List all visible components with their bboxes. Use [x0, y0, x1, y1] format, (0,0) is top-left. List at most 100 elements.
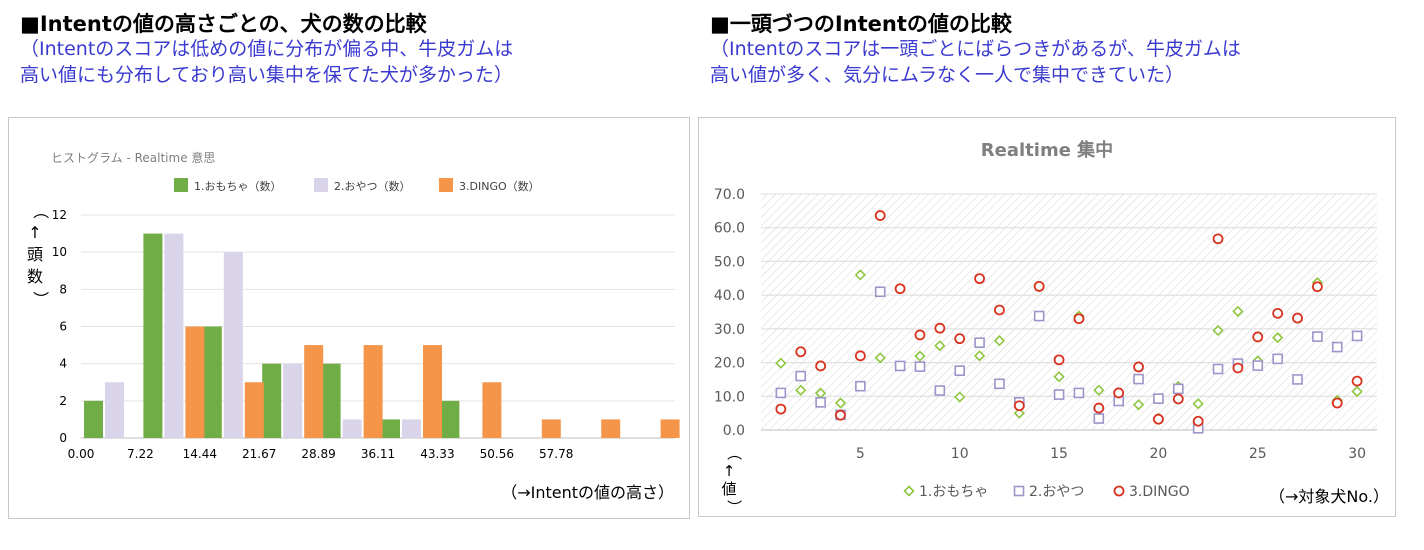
scatter-point: [1212, 233, 1224, 245]
histogram-bar: [440, 400, 460, 438]
scatter-point: [1252, 360, 1264, 371]
scatter-point: [815, 360, 827, 372]
scatter-point: [874, 210, 886, 221]
scatter-point: [1053, 371, 1065, 383]
scatter-points: [775, 210, 1363, 434]
scatter-point: [815, 397, 826, 408]
scatter-point: [994, 304, 1005, 316]
histogram-legend: 1.おもちゃ（数） 2.おやつ（数） 3.DINGO（数）: [174, 178, 540, 193]
scatter-point: [1252, 331, 1264, 343]
scatter-point: [1073, 313, 1085, 325]
histogram-bar: [164, 233, 184, 438]
scatter-point: [1232, 305, 1244, 317]
scatter-point: [974, 337, 985, 348]
y-label-char: ）: [31, 291, 50, 307]
scatter-point: [1331, 341, 1343, 353]
histogram-bar: [482, 382, 502, 438]
scatter-point: [795, 370, 807, 382]
scatter-point: [1133, 361, 1144, 373]
scatter-point: [1292, 374, 1303, 385]
scatter-point: [1212, 324, 1224, 337]
legend-label: 3.DINGO（数）: [459, 180, 540, 193]
histogram-x-axis-label: （→Intentの値の高さ）: [501, 483, 674, 502]
y-label-char: （: [31, 203, 50, 219]
scatter-panel: Realtime 集中 0.0 10.0 20.0 30.0 40.0 50.0 60.0 7…: [698, 117, 1396, 517]
scatter-point: [775, 357, 787, 369]
histogram-bar: [541, 419, 561, 438]
y-label-char: ）: [725, 499, 743, 514]
histogram-y-tick: 10: [52, 245, 67, 259]
histogram-bars: [84, 233, 680, 438]
scatter-y-tick: 70.0: [714, 187, 745, 203]
scatter-y-tick: 10.0: [714, 389, 745, 405]
histogram-bar: [105, 382, 124, 438]
scatter-point: [775, 403, 787, 415]
left-subtitle-line2: 高い値にも分布しており高い集中を保てた犬が多かった）: [20, 64, 513, 86]
scatter-point: [934, 385, 946, 396]
scatter-x-tick: 15: [1050, 446, 1068, 462]
legend-swatch: [314, 178, 328, 192]
scatter-point: [1132, 399, 1145, 411]
scatter-x-tick: 30: [1348, 446, 1366, 462]
legend-label: 2.おやつ: [1029, 484, 1084, 500]
legend-label: 1.おもちゃ: [919, 484, 988, 500]
scatter-point: [1232, 362, 1244, 374]
histogram-tick-labels: 0 2 4 6 8 10 12 0.00 7.22 14.44 21.67 28.89 36.11 43.…: [52, 208, 574, 461]
scatter-point: [973, 350, 986, 362]
scatter-point: [1351, 385, 1363, 398]
scatter-chart: Realtime 集中 0.0 10.0 20.0 30.0 40.0 50.0 60.0 7…: [714, 139, 1389, 515]
histogram-bar: [185, 326, 205, 438]
histogram-bar: [84, 400, 103, 438]
scatter-point: [903, 485, 915, 497]
histogram-y-tick: 4: [59, 357, 67, 371]
histogram-bar: [423, 345, 442, 438]
y-label-char: ↑: [723, 462, 736, 480]
histogram-title: ヒストグラム - Realtime 意思: [51, 150, 215, 165]
scatter-point: [954, 365, 966, 376]
scatter-y-tick: 20.0: [714, 356, 745, 372]
scatter-point: [1192, 415, 1204, 427]
scatter-point: [874, 286, 886, 298]
scatter-point: [1033, 310, 1045, 322]
scatter-point: [795, 346, 807, 358]
scatter-point: [1113, 485, 1125, 497]
histogram-bar: [143, 233, 163, 438]
legend-swatch: [174, 178, 188, 192]
scatter-point: [1272, 307, 1284, 319]
histogram-x-tick: 28.89: [301, 447, 335, 461]
scatter-x-tick: 5: [856, 446, 865, 462]
scatter-point: [1351, 375, 1363, 387]
scatter-point: [1153, 413, 1164, 425]
scatter-point: [854, 269, 866, 281]
scatter-point: [1331, 397, 1343, 409]
histogram-bar: [304, 345, 324, 438]
left-heading: ■Intentの値の高さごとの、犬の数の比較: [20, 12, 427, 36]
scatter-point: [1212, 363, 1224, 375]
legend-label: 2.おやつ（数）: [334, 180, 411, 193]
scatter-point: [1053, 354, 1065, 366]
scatter-point: [894, 360, 906, 372]
right-subtitle-line2: 高い値が多く、気分にムラなく一人で集中できていた）: [710, 64, 1185, 86]
scatter-point: [1093, 384, 1105, 396]
legend-label: 1.おもちゃ（数）: [194, 180, 282, 193]
histogram-bar: [342, 419, 362, 438]
scatter-point: [894, 283, 906, 295]
right-heading: ■一頭づつのIntentの値の比較: [710, 12, 1012, 36]
scatter-point: [914, 329, 926, 341]
scatter-point: [974, 273, 985, 285]
scatter-point: [954, 391, 966, 403]
histogram-x-tick: 14.44: [183, 447, 217, 461]
scatter-point: [1073, 387, 1085, 399]
scatter-point: [1033, 280, 1045, 292]
histogram-bar: [202, 326, 222, 438]
histogram-x-tick: 0.00: [68, 447, 95, 461]
scatter-point: [1133, 373, 1144, 385]
scatter-point: [874, 352, 886, 364]
scatter-point: [1272, 331, 1284, 344]
histogram-y-tick: 6: [59, 320, 67, 334]
scatter-point: [854, 350, 866, 362]
scatter-point: [835, 409, 846, 421]
histogram-bar: [381, 419, 400, 438]
scatter-plot-area: [761, 194, 1377, 430]
scatter-point: [1013, 485, 1025, 497]
